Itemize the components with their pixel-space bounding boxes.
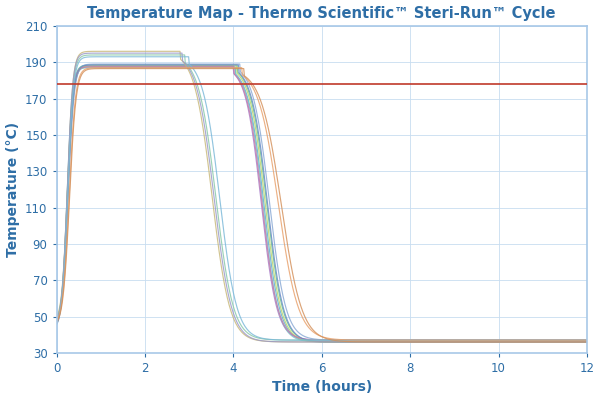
Y-axis label: Temperature (°C): Temperature (°C) [5,122,20,257]
X-axis label: Time (hours): Time (hours) [272,380,372,394]
Title: Temperature Map - Thermo Scientific™ Steri-Run™ Cycle: Temperature Map - Thermo Scientific™ Ste… [88,6,556,20]
